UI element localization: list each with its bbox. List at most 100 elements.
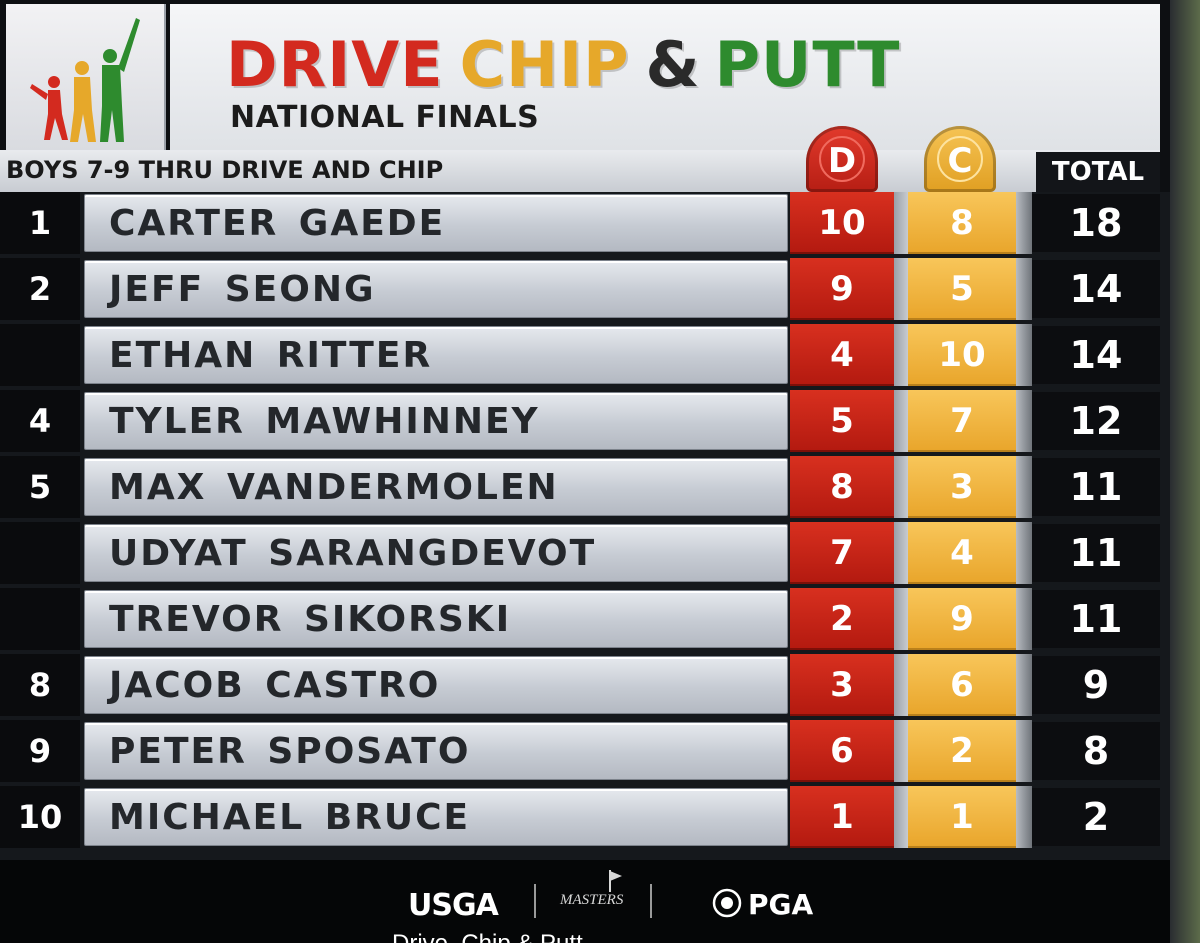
divider	[894, 588, 908, 650]
player-name: PETER SPOSATO	[109, 731, 471, 772]
total-score: 14	[1032, 326, 1160, 384]
name-plate: JACOB CASTRO	[84, 656, 788, 714]
rank-cell: 4	[0, 390, 80, 452]
chip-score: 9	[908, 588, 1016, 650]
drive-score: 3	[790, 654, 894, 716]
chip-column-tab: C	[924, 126, 996, 192]
table-row: 9 PETER SPOSATO 6 2 8	[0, 720, 1160, 782]
player-name: CARTER GAEDE	[109, 203, 446, 244]
drive-score: 5	[790, 390, 894, 452]
drive-score: 7	[790, 522, 894, 584]
title-putt: PUTT	[714, 28, 901, 101]
divider	[1016, 258, 1032, 320]
chip-score: 6	[908, 654, 1016, 716]
drive-score: 1	[790, 786, 894, 848]
name-plate: JEFF SEONG	[84, 260, 788, 318]
drive-score: 2	[790, 588, 894, 650]
divider	[1016, 786, 1032, 848]
drive-tab-letter: D	[819, 136, 865, 182]
player-name: TREVOR SIKORSKI	[109, 599, 512, 640]
chip-score: 3	[908, 456, 1016, 518]
player-name: JEFF SEONG	[109, 269, 376, 310]
sponsor-divider	[534, 884, 536, 918]
name-plate: MAX VANDERMOLEN	[84, 458, 788, 516]
rank-cell: 5	[0, 456, 80, 518]
player-name: TYLER MAWHINNEY	[109, 401, 540, 442]
total-score: 2	[1032, 788, 1160, 846]
total-score: 9	[1032, 656, 1160, 714]
total-score: 14	[1032, 260, 1160, 318]
divider	[1016, 324, 1032, 386]
screen-edge	[1170, 0, 1200, 943]
total-score: 12	[1032, 392, 1160, 450]
flag-icon	[609, 870, 622, 892]
player-name: MICHAEL BRUCE	[109, 797, 471, 838]
chip-tab-letter: C	[937, 136, 983, 182]
rank-cell: 1	[0, 192, 80, 254]
rank-cell: 10	[0, 786, 80, 848]
total-score: 18	[1032, 194, 1160, 252]
total-column-header: TOTAL	[1036, 152, 1160, 192]
golfer-silhouettes-icon	[30, 18, 140, 142]
chip-score: 4	[908, 522, 1016, 584]
chip-score: 2	[908, 720, 1016, 782]
rank-cell	[0, 522, 80, 584]
table-row: UDYAT SARANGDEVOT 7 4 11	[0, 522, 1160, 584]
table-row: TREVOR SIKORSKI 2 9 11	[0, 588, 1160, 650]
divider	[894, 654, 908, 716]
masters-wordmark: MASTERS	[560, 892, 624, 908]
drive-score: 9	[790, 258, 894, 320]
divider	[1016, 390, 1032, 452]
usga-logo: USGA	[408, 888, 499, 923]
rank-cell: 8	[0, 654, 80, 716]
divider	[894, 456, 908, 518]
rank-cell: 2	[0, 258, 80, 320]
rank-cell	[0, 324, 80, 386]
total-score: 11	[1032, 458, 1160, 516]
divider	[1016, 654, 1032, 716]
name-plate: UDYAT SARANGDEVOT	[84, 524, 788, 582]
chip-score: 10	[908, 324, 1016, 386]
table-row: 2 JEFF SEONG 9 5 14	[0, 258, 1160, 320]
name-plate: CARTER GAEDE	[84, 194, 788, 252]
player-name: MAX VANDERMOLEN	[109, 467, 559, 508]
bottom-caption: Drive, Chip & Putt	[392, 930, 583, 943]
category-label: BOYS 7-9 THRU DRIVE AND CHIP	[6, 156, 444, 184]
title-drive: DRIVE	[226, 28, 444, 101]
divider	[894, 324, 908, 386]
name-plate: TREVOR SIKORSKI	[84, 590, 788, 648]
masters-logo: MASTERS	[560, 870, 642, 909]
rank-cell: 9	[0, 720, 80, 782]
pga-wordmark: PGA	[748, 888, 814, 921]
sponsor-bar	[0, 860, 1200, 943]
pga-crest-icon	[712, 888, 742, 918]
event-title: DRIVE CHIP & PUTT	[226, 28, 900, 101]
divider	[1016, 192, 1032, 254]
event-subtitle: NATIONAL FINALS	[230, 100, 540, 135]
divider	[894, 258, 908, 320]
table-row: 8 JACOB CASTRO 3 6 9	[0, 654, 1160, 716]
divider	[1016, 456, 1032, 518]
chip-score: 1	[908, 786, 1016, 848]
name-plate: ETHAN RITTER	[84, 326, 788, 384]
title-banner: DRIVE CHIP & PUTT NATIONAL FINALS	[170, 4, 1160, 150]
drive-column-tab: D	[806, 126, 878, 192]
divider	[894, 192, 908, 254]
divider	[894, 720, 908, 782]
drive-score: 10	[790, 192, 894, 254]
divider	[894, 390, 908, 452]
player-name: JACOB CASTRO	[109, 665, 441, 706]
rank-cell	[0, 588, 80, 650]
total-score: 11	[1032, 590, 1160, 648]
table-row: 10 MICHAEL BRUCE 1 1 2	[0, 786, 1160, 848]
table-row: 1 CARTER GAEDE 10 8 18	[0, 192, 1160, 254]
chip-score: 7	[908, 390, 1016, 452]
chip-score: 8	[908, 192, 1016, 254]
name-plate: TYLER MAWHINNEY	[84, 392, 788, 450]
divider	[894, 786, 908, 848]
table-row: 5 MAX VANDERMOLEN 8 3 11	[0, 456, 1160, 518]
drive-score: 8	[790, 456, 894, 518]
divider	[894, 522, 908, 584]
name-plate: MICHAEL BRUCE	[84, 788, 788, 846]
name-plate: PETER SPOSATO	[84, 722, 788, 780]
